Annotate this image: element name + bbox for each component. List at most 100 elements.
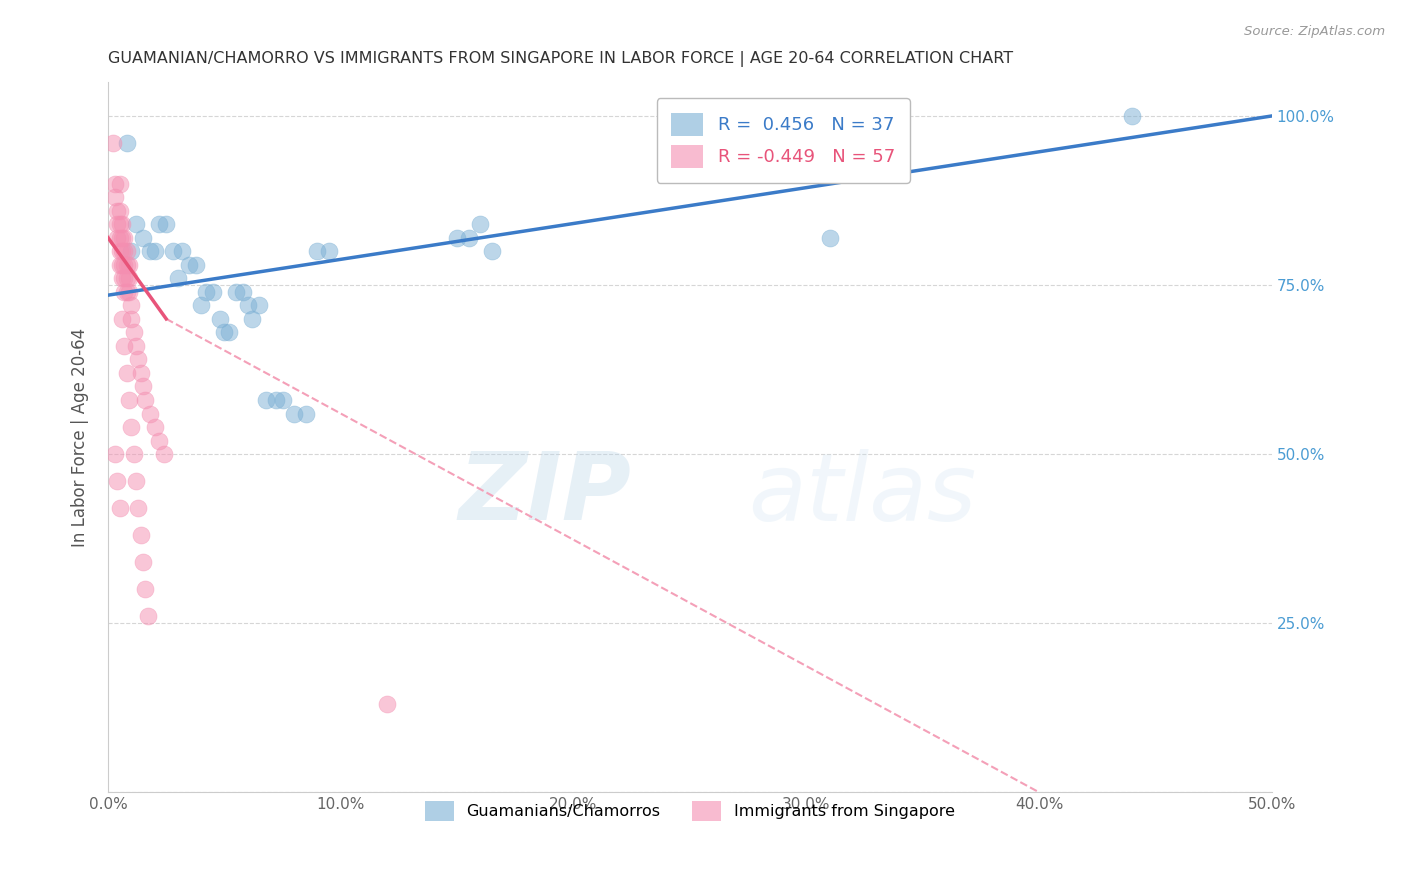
Point	[125, 474, 148, 488]
Point	[120, 244, 142, 259]
Point	[179, 258, 201, 272]
Point	[111, 244, 134, 259]
Point	[112, 258, 135, 272]
Point	[122, 447, 145, 461]
Point	[470, 217, 492, 231]
Point	[271, 392, 294, 407]
Point	[186, 258, 208, 272]
Point	[108, 244, 131, 259]
Point	[115, 366, 138, 380]
Point	[162, 244, 184, 259]
Point	[254, 392, 277, 407]
Point	[111, 271, 134, 285]
Point	[136, 609, 159, 624]
Point	[481, 244, 503, 259]
Point	[115, 136, 138, 150]
Point	[143, 244, 166, 259]
Point	[104, 177, 127, 191]
Point	[208, 311, 231, 326]
Point	[190, 298, 212, 312]
Point	[134, 582, 156, 597]
Point	[148, 434, 170, 448]
Point	[129, 528, 152, 542]
Point	[108, 217, 131, 231]
Point	[115, 258, 138, 272]
Point	[101, 136, 124, 150]
Point	[172, 244, 194, 259]
Point	[105, 230, 128, 244]
Point	[112, 230, 135, 244]
Point	[115, 271, 138, 285]
Point	[120, 298, 142, 312]
Point	[118, 392, 141, 407]
Point	[132, 555, 155, 569]
Point	[307, 244, 329, 259]
Point	[125, 339, 148, 353]
Point	[457, 230, 479, 244]
Point	[194, 285, 217, 299]
Point	[127, 352, 149, 367]
Point	[818, 230, 841, 244]
Y-axis label: In Labor Force | Age 20-64: In Labor Force | Age 20-64	[72, 327, 89, 547]
Point	[139, 244, 162, 259]
Point	[240, 311, 263, 326]
Legend: Guamanians/Chamorros, Immigrants from Singapore: Guamanians/Chamorros, Immigrants from Si…	[412, 788, 967, 834]
Point	[104, 447, 127, 461]
Point	[127, 501, 149, 516]
Point	[236, 298, 259, 312]
Point	[143, 420, 166, 434]
Point	[225, 285, 247, 299]
Point	[295, 407, 318, 421]
Point	[134, 392, 156, 407]
Point	[129, 366, 152, 380]
Text: Source: ZipAtlas.com: Source: ZipAtlas.com	[1244, 25, 1385, 38]
Point	[232, 285, 254, 299]
Point	[112, 339, 135, 353]
Point	[112, 244, 135, 259]
Point	[318, 244, 340, 259]
Point	[108, 177, 131, 191]
Point	[111, 258, 134, 272]
Point	[139, 407, 162, 421]
Point	[111, 230, 134, 244]
Point	[111, 217, 134, 231]
Point	[375, 698, 398, 712]
Point	[108, 230, 131, 244]
Point	[264, 392, 287, 407]
Point	[105, 474, 128, 488]
Point	[115, 285, 138, 299]
Point	[446, 230, 468, 244]
Point	[218, 326, 240, 340]
Point	[105, 203, 128, 218]
Point	[132, 379, 155, 393]
Point	[122, 326, 145, 340]
Point	[148, 217, 170, 231]
Point	[201, 285, 224, 299]
Point	[247, 298, 270, 312]
Point	[115, 244, 138, 259]
Point	[118, 271, 141, 285]
Point	[112, 285, 135, 299]
Point	[108, 501, 131, 516]
Point	[111, 311, 134, 326]
Text: GUAMANIAN/CHAMORRO VS IMMIGRANTS FROM SINGAPORE IN LABOR FORCE | AGE 20-64 CORRE: GUAMANIAN/CHAMORRO VS IMMIGRANTS FROM SI…	[108, 51, 1014, 67]
Point	[166, 271, 188, 285]
Point	[155, 217, 177, 231]
Point	[112, 271, 135, 285]
Point	[125, 217, 148, 231]
Point	[132, 230, 155, 244]
Point	[104, 190, 127, 204]
Point	[108, 258, 131, 272]
Point	[214, 326, 236, 340]
Point	[105, 217, 128, 231]
Point	[1121, 109, 1143, 123]
Point	[120, 420, 142, 434]
Point	[153, 447, 176, 461]
Point	[120, 311, 142, 326]
Point	[108, 203, 131, 218]
Point	[118, 258, 141, 272]
Text: atlas: atlas	[748, 449, 976, 540]
Point	[283, 407, 305, 421]
Point	[118, 285, 141, 299]
Text: ZIP: ZIP	[458, 448, 631, 540]
